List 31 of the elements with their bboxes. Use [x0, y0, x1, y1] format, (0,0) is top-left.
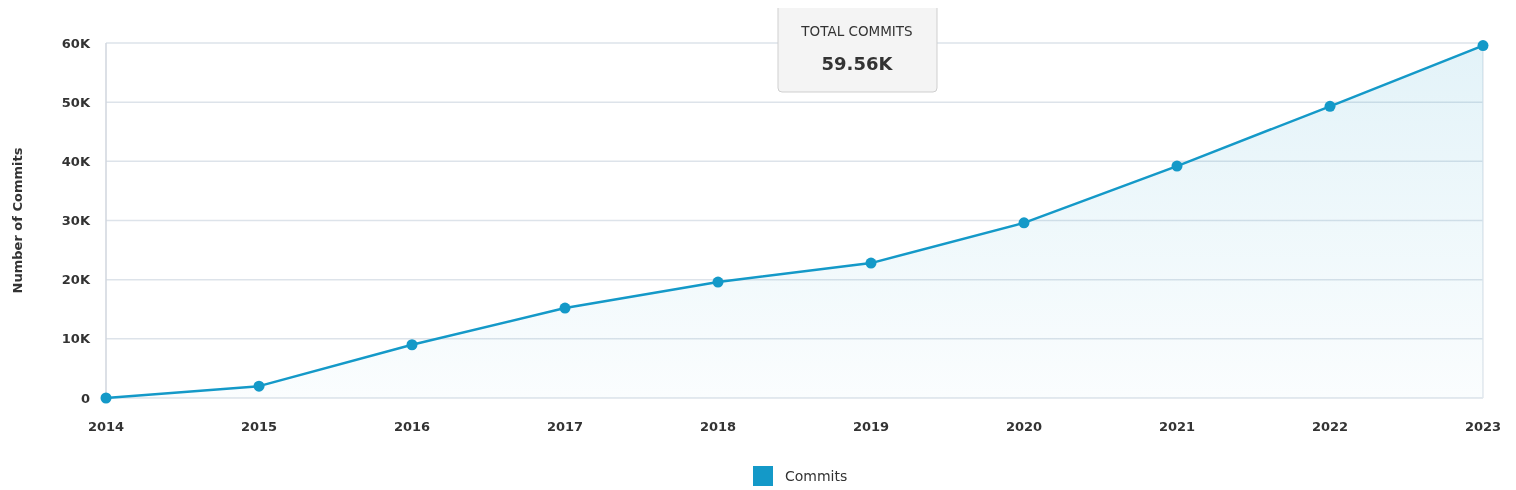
point [1171, 160, 1183, 172]
point [1018, 217, 1030, 229]
x-tick-label: 2023 [1464, 419, 1502, 434]
x-tick-label: 2018 [699, 419, 737, 434]
annotation: 59.56K [821, 53, 894, 74]
x-tick-label: 2019 [852, 419, 890, 434]
point [1477, 40, 1489, 52]
y-tick-label: 60K [61, 35, 91, 51]
point [712, 276, 724, 288]
point [559, 302, 571, 314]
x-tick-label: 2016 [393, 419, 431, 434]
y-tick-label: 30K [61, 213, 91, 229]
point [865, 257, 877, 269]
point [253, 380, 265, 392]
x-tick-label: 2017 [546, 419, 584, 434]
x-tick-label: 2021 [1158, 419, 1196, 434]
y-tick-label: 40K [61, 153, 91, 169]
x-tick-label: 2020 [1005, 419, 1043, 434]
text: TOTAL COMMITS [800, 23, 913, 39]
x-tick-label: 2022 [1311, 419, 1349, 434]
y-tick-label: 50K [61, 94, 91, 110]
x-tick-label: 2014 [87, 419, 125, 434]
y-tick-label: 10K [61, 331, 91, 347]
point [100, 392, 112, 404]
point [406, 339, 418, 351]
y-axis-title: Number of Commits [10, 147, 25, 294]
legend-label: Commits [785, 468, 848, 484]
y-tick-label: 0 [80, 390, 90, 406]
point [1324, 100, 1336, 112]
y-tick-label: 20K [61, 272, 91, 288]
x-tick-label: 2015 [240, 419, 278, 434]
